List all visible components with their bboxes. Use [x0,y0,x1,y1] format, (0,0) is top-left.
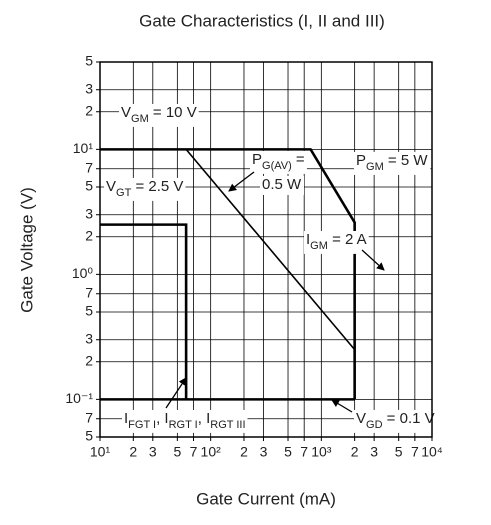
subscript: GD [366,419,383,431]
x-tick-label: 10¹ [90,444,111,460]
y-tick-label: 2 [85,102,93,118]
annotation-text: 0.5 W [262,176,302,193]
x-tick-label: 7 [300,444,308,460]
y-tick-label: 3 [85,330,93,346]
arrow [361,249,385,271]
text-part: = 0.1 V [383,410,435,427]
annotation-background [260,175,305,195]
arrow [228,171,255,192]
arrows [165,171,385,413]
annotation: IFGT I, IRGT I, IRGT III [122,409,248,433]
subscript: G(AV) [262,160,292,172]
text-part: P [252,151,262,168]
x-tick-label: 10² [201,444,222,460]
arrow [331,399,353,413]
x-axis-label: Gate Current (mA) [196,489,336,508]
x-tick-label: 10³ [311,444,332,460]
x-tick-label: 7 [190,444,198,460]
chart-title: Gate Characteristics (I, II and III) [139,11,385,30]
curve [100,223,188,400]
text-part: , I [198,410,211,427]
y-tick-label: 5 [85,303,93,319]
text-part: 0.5 W [262,176,302,193]
x-tick-label: 3 [149,444,157,460]
text-part: V [356,410,366,427]
y-tick-label: 10¹ [73,140,94,156]
text-part: P [356,152,366,169]
text-part: V [121,104,131,121]
x-tick-label: 3 [370,444,378,460]
x-tick-label: 2 [240,444,248,460]
annotation: PGM = 5 W [354,151,431,175]
y-tick-label: 7 [85,159,93,175]
y-tick-label: 2 [85,227,93,243]
annotation-text: IFGT I, IRGT I, IRGT III [124,410,246,431]
annotation-text: PGM = 5 W [356,152,428,173]
y-tick-label: 7 [85,409,93,425]
subscript: GT [116,187,132,199]
text-part: I [124,410,128,427]
plot-lines [100,148,356,401]
annotation-text: IGM = 2 A [306,231,367,252]
annotation-background [304,230,369,254]
subscript: GM [366,161,384,173]
text-part: = 10 V [149,104,197,121]
y-tick-label: 5 [85,53,93,69]
subscript: RGT I [169,419,198,431]
subscript: RGT III [210,419,245,431]
x-tick-label: 2 [129,444,137,460]
annotation: VGM = 10 V [119,103,199,127]
arrow [165,377,187,409]
text-part: = [292,151,305,168]
y-tick-label: 3 [85,205,93,221]
text-part: = 2.5 V [131,178,183,195]
y-tick-label: 5 [85,178,93,194]
annotation: IGM = 2 A [304,230,369,254]
annotation: VGT = 2.5 V [104,177,186,201]
x-tick-label: 5 [173,444,181,460]
annotation-text: PG(AV) = [252,151,305,172]
subscript: GM [131,113,149,125]
text-part: = 5 W [384,152,429,169]
x-tick-label: 3 [260,444,268,460]
annotation: 0.5 W [260,175,305,195]
annotation: PG(AV) = [250,150,307,174]
annotation-background [250,150,307,174]
annotation-text: VGT = 2.5 V [106,178,183,199]
annotation-background [354,151,431,175]
y-tick-label: 10⁻¹ [65,390,93,406]
y-tick-label: 10⁰ [72,265,94,281]
subscript: FGT I [128,419,156,431]
y-tick-label: 3 [85,80,93,96]
grid: 10¹ 2 3 5 7 10² 2 3 5 7 10³ 2 3 5 7 10⁴53210¹753210⁰753… [65,53,442,460]
annotation-text: VGD = 0.1 V [356,410,435,431]
text-part: , I [156,410,169,427]
text-part: I [306,231,310,248]
text-part: V [106,178,116,195]
subscript: GM [310,240,328,252]
x-tick-label: 5 [395,444,403,460]
annotation: VGD = 0.1 V [354,409,437,433]
annotation-background [119,103,199,127]
plot-frame [99,61,433,438]
annotation-background [104,177,186,201]
annotation-text: VGM = 10 V [121,104,197,125]
curve [100,148,356,400]
y-tick-label: 2 [85,352,93,368]
y-tick-label: 5 [85,428,93,444]
curve [185,148,356,351]
x-tick-label: 2 [351,444,359,460]
x-tick-label: 10⁴ [421,444,443,460]
y-axis-label: Gate Voltage (V) [17,187,36,313]
text-part: = 2 A [328,231,367,248]
x-tick-label: 7 [411,444,419,460]
annotation-background [354,409,437,433]
annotation-background [122,409,248,433]
y-tick-label: 7 [85,284,93,300]
x-tick-label: 5 [284,444,292,460]
